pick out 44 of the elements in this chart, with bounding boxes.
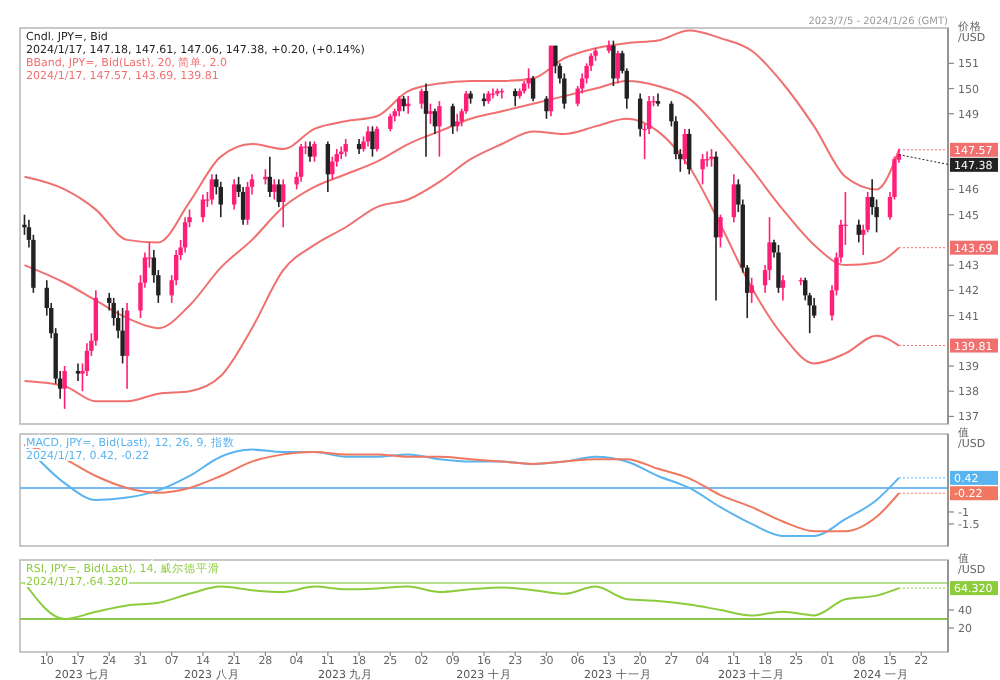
candlestick: [276, 178, 281, 208]
candlestick: [428, 102, 433, 125]
candlestick: [432, 107, 438, 135]
candlestick: [526, 67, 531, 90]
candlestick: [655, 92, 661, 107]
candlestick: [374, 125, 380, 153]
candlestick: [330, 155, 335, 181]
candlestick: [267, 155, 273, 198]
candlestick: [245, 181, 250, 226]
candlestick: [423, 82, 429, 158]
candlestick: [231, 178, 237, 211]
candlestick: [62, 365, 67, 410]
candlestick: [731, 173, 737, 224]
candlestick: [209, 173, 215, 206]
candlestick: [298, 143, 304, 183]
candlestick: [700, 153, 705, 186]
candlestick: [120, 307, 125, 365]
candlestick: [272, 178, 277, 201]
candlestick: [553, 44, 558, 75]
candlestick: [637, 92, 643, 138]
candlestick: [370, 125, 375, 158]
candlestick: [718, 213, 723, 249]
candlestick: [682, 128, 687, 165]
candlestick: [615, 49, 621, 85]
candlestick: [611, 39, 616, 87]
candlestick: [437, 100, 442, 158]
candlestick: [312, 140, 317, 163]
candlestick: [419, 87, 424, 110]
candlestick: [124, 302, 130, 390]
candlestick: [307, 140, 313, 163]
candlestick: [856, 218, 861, 244]
candlestick: [182, 216, 188, 254]
candlestick: [780, 274, 786, 302]
candlestick: [325, 140, 331, 193]
candlestick: [776, 244, 781, 294]
candlestick: [281, 178, 286, 229]
candlestick: [365, 125, 371, 148]
candlestick: [75, 362, 81, 382]
candlestick: [530, 75, 536, 102]
candlestick: [687, 128, 692, 176]
candlestick: [218, 181, 223, 218]
candlestick: [749, 276, 754, 304]
candlestick: [544, 95, 549, 120]
candlestick: [450, 102, 455, 135]
